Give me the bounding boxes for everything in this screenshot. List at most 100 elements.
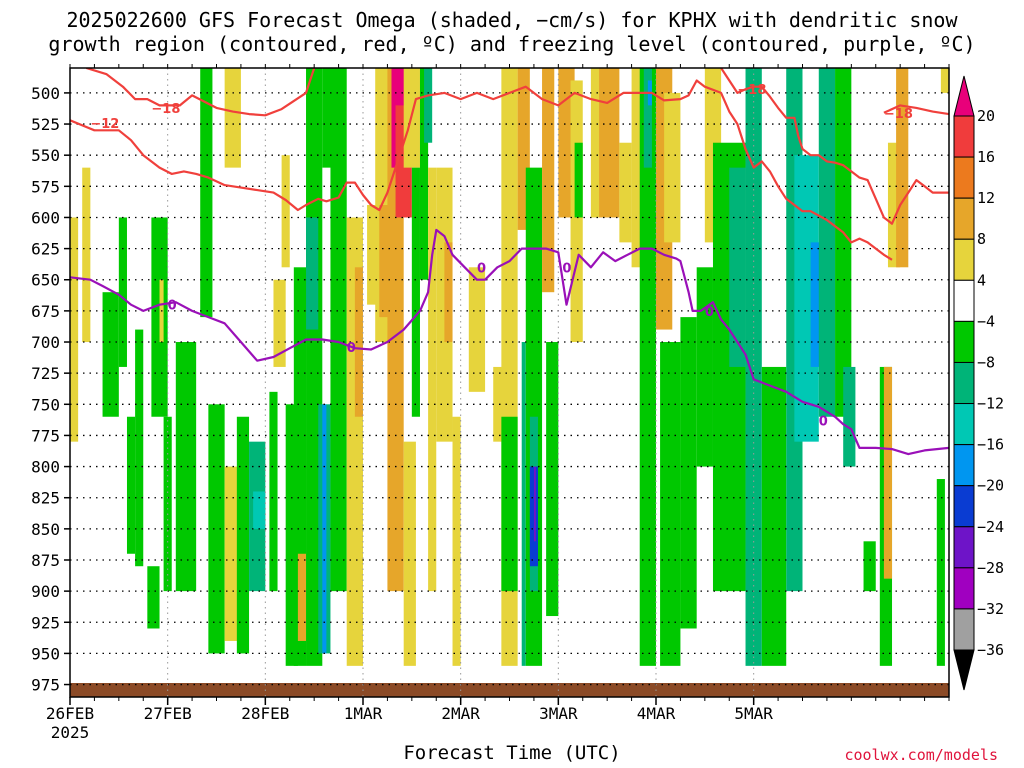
- dgz-contour-label: −18: [737, 83, 766, 98]
- colorbar-label: −4: [977, 312, 995, 330]
- omega-shade: [175, 342, 197, 592]
- omega-shade: [639, 68, 656, 666]
- y-tick-label: 550: [31, 146, 60, 165]
- y-tick-label: 600: [31, 208, 60, 227]
- omega-shade: [745, 68, 762, 666]
- omega-shade: [330, 68, 347, 592]
- dgz-contour: [720, 68, 949, 225]
- colorbar-label: −16: [977, 436, 1004, 454]
- omega-shade: [546, 342, 559, 617]
- dgz-contour-label: −12: [90, 117, 119, 132]
- freezing-level-label: 0: [168, 299, 177, 314]
- colorbar-swatch: [953, 403, 975, 446]
- colorbar-swatch: [953, 526, 975, 569]
- colorbar-label: −8: [977, 353, 995, 371]
- omega-shade: [444, 242, 453, 343]
- omega-shade: [643, 68, 652, 168]
- omega-shade: [424, 68, 433, 143]
- omega-shade: [419, 68, 429, 280]
- dgz-contour: [85, 68, 316, 117]
- y-tick-label: 500: [31, 84, 60, 103]
- colorbar-label: −36: [977, 641, 1004, 659]
- colorbar-swatch: [953, 444, 975, 487]
- y-tick-label: 850: [31, 520, 60, 539]
- colorbar-label: −12: [977, 395, 1004, 413]
- omega-shade: [269, 391, 278, 592]
- y-tick-label: 900: [31, 582, 60, 601]
- chart-title-line-1: 2025022600 GFS Forecast Omega (shaded, −…: [66, 8, 958, 32]
- x-tick-label: 5MAR: [734, 704, 773, 723]
- omega-shade: [273, 279, 286, 367]
- y-tick-label: 650: [31, 271, 60, 290]
- colorbar-swatch: [953, 115, 975, 158]
- y-tick-label: 925: [31, 613, 60, 632]
- omega-shade: [403, 441, 416, 666]
- omega-shade: [411, 167, 420, 417]
- omega-shade: [135, 329, 144, 567]
- x-tick-label: 28FEB: [241, 704, 289, 723]
- omega-shade: [590, 68, 600, 218]
- omega-shade: [896, 68, 909, 268]
- y-tick-label: 950: [31, 644, 60, 663]
- credit-link[interactable]: coolwx.com/models: [844, 746, 998, 764]
- omega-shade: [468, 267, 486, 392]
- omega-shade: [70, 217, 79, 442]
- dgz-contour: [883, 104, 949, 116]
- omega-shade: [558, 68, 575, 218]
- omega-shade: [680, 317, 697, 629]
- y-tick-label: 725: [31, 364, 60, 383]
- colorbar-label: 8: [977, 230, 986, 248]
- dgz-contour: [70, 79, 893, 261]
- colorbar-swatch: [953, 608, 975, 651]
- y-tick-label: 625: [31, 240, 60, 259]
- y-tick-label: 575: [31, 177, 60, 196]
- omega-shade: [863, 541, 876, 592]
- x-tick-label: 2MAR: [441, 704, 480, 723]
- omega-shade: [660, 342, 681, 666]
- x-tick-label: 26FEB: [46, 704, 94, 723]
- omega-shade: [452, 416, 461, 666]
- colorbar-swatch: [953, 567, 975, 610]
- x-tick-label: 1MAR: [344, 704, 383, 723]
- colorbar-label: 20: [977, 107, 995, 125]
- colorbar-swatch: [953, 279, 975, 322]
- omega-shade: [533, 466, 536, 542]
- y-tick-label: 825: [31, 489, 60, 508]
- omega-shade: [281, 155, 290, 268]
- colorbar-swatch: [953, 156, 975, 199]
- colorbar-label: −24: [977, 518, 1004, 536]
- omega-shade: [835, 68, 852, 417]
- colorbar-label: −32: [977, 600, 1004, 618]
- omega-shade: [729, 167, 746, 367]
- y-tick-label: 800: [31, 458, 60, 477]
- colorbar-swatch: [953, 238, 975, 281]
- freezing-level-label: 0: [705, 305, 714, 320]
- y-tick-label: 775: [31, 426, 60, 445]
- freezing-level-label: 0: [819, 414, 828, 429]
- terrain-strip: [70, 683, 949, 697]
- omega-shade: [883, 366, 893, 579]
- omega-shade: [82, 167, 91, 343]
- freezing-level-label: 0: [562, 261, 571, 276]
- y-tick-label: 675: [31, 302, 60, 321]
- colorbar-label: 12: [977, 189, 995, 207]
- y-tick-label: 875: [31, 551, 60, 570]
- x-axis-label: Forecast Time (UTC): [403, 742, 621, 764]
- omega-shade: [521, 342, 526, 666]
- colorbar-label: 16: [977, 148, 995, 166]
- omega-shade: [501, 416, 518, 592]
- dgz-contour-label: −18: [884, 107, 913, 122]
- omega-shade: [147, 566, 160, 629]
- omega-shade: [236, 416, 250, 654]
- colorbar-swatch: [953, 320, 975, 363]
- x-year-label: 2025: [51, 723, 90, 742]
- omega-shade: [619, 142, 632, 243]
- omega-shade: [118, 217, 127, 367]
- omega-shade: [253, 491, 266, 529]
- omega-shade: [208, 404, 225, 654]
- x-tick-label: 27FEB: [144, 704, 192, 723]
- colorbar-swatch: [953, 361, 975, 405]
- omega-shade: [297, 553, 307, 641]
- y-tick-label: 750: [31, 395, 60, 414]
